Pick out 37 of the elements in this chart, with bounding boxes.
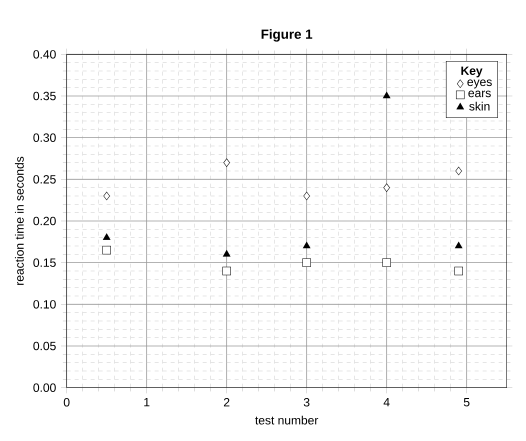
x-tick-label: 2 bbox=[224, 398, 230, 406]
point bbox=[383, 183, 390, 192]
x-axis-title: test number bbox=[255, 416, 318, 425]
point bbox=[302, 242, 310, 248]
x-tick-label: 5 bbox=[464, 398, 470, 406]
point bbox=[303, 192, 310, 200]
point bbox=[222, 266, 231, 276]
point bbox=[102, 246, 111, 254]
legend-label: skin bbox=[469, 102, 490, 111]
y-tick-label: 0.15 bbox=[33, 258, 56, 267]
y-tick-label: 0.05 bbox=[33, 342, 56, 350]
point bbox=[302, 258, 311, 267]
point bbox=[223, 158, 230, 167]
point bbox=[455, 166, 462, 176]
y-tick-label: 0.20 bbox=[33, 216, 56, 226]
point bbox=[222, 250, 230, 257]
x-tick-label: 4 bbox=[384, 398, 390, 406]
point bbox=[102, 233, 110, 240]
y-axis-title: reaction time in seconds bbox=[14, 156, 24, 285]
x-tick-label: 1 bbox=[144, 398, 150, 406]
legend-label: ears bbox=[468, 90, 491, 98]
x-tick-label: 3 bbox=[304, 398, 310, 407]
chart-title: Figure 1 bbox=[262, 29, 312, 42]
legend-label: eyes bbox=[467, 80, 492, 88]
point bbox=[103, 192, 110, 200]
point bbox=[454, 266, 463, 276]
legend-title: Key bbox=[461, 66, 483, 78]
point bbox=[454, 242, 462, 248]
y-tick-label: 0.00 bbox=[33, 383, 56, 392]
y-tick-label: 0.40 bbox=[33, 50, 56, 59]
y-tick-label: 0.35 bbox=[33, 92, 56, 100]
y-tick-label: 0.10 bbox=[33, 300, 56, 309]
point bbox=[382, 92, 390, 98]
y-tick-label: 0.30 bbox=[33, 133, 56, 142]
point bbox=[382, 258, 391, 267]
y-tick-label: 0.25 bbox=[33, 175, 56, 184]
x-tick-label: 0 bbox=[64, 398, 70, 407]
